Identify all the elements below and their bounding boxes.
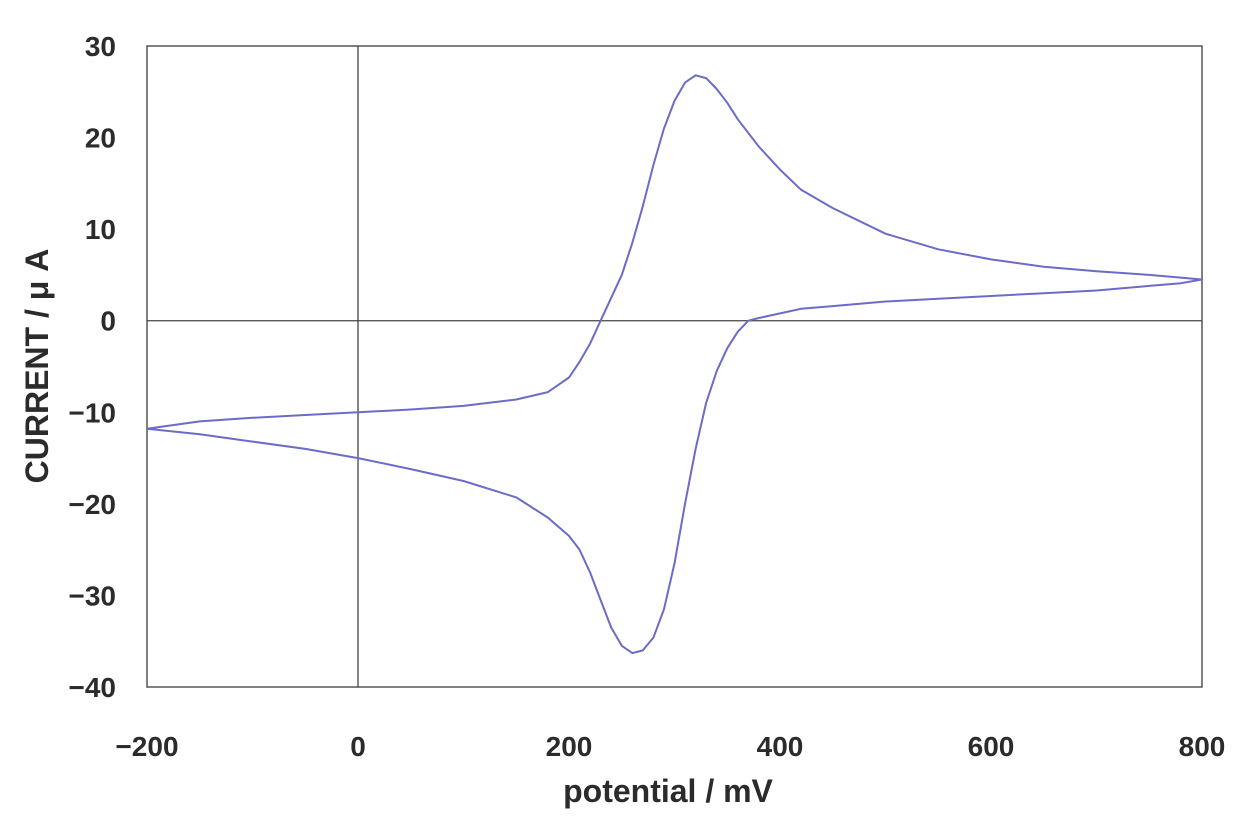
y-tick-label: 30 — [85, 31, 116, 62]
y-tick-label: −10 — [69, 397, 117, 428]
plot-area — [146, 45, 1203, 688]
axes-layer — [147, 46, 1202, 687]
x-tick-label: 200 — [546, 731, 593, 762]
series-line-0 — [146, 74, 1203, 655]
series-layer — [146, 74, 1203, 655]
y-tick-label: 20 — [85, 123, 116, 154]
y-axis-title: CURRENT / μ A — [19, 249, 55, 484]
y-tick-label: 0 — [100, 306, 116, 337]
x-tick-label: −200 — [115, 731, 178, 762]
tick-labels-layer: −200 0 200 400 600 800 30 20 10 0 −10 −20 −30 −40 — [69, 31, 1226, 762]
x-tick-label: 800 — [1179, 731, 1226, 762]
x-tick-label: 400 — [757, 731, 804, 762]
y-tick-label: −40 — [69, 672, 117, 703]
y-tick-label: −30 — [69, 580, 117, 611]
y-tick-label: −20 — [69, 489, 117, 520]
y-tick-label: 10 — [85, 214, 116, 245]
x-tick-label: 0 — [350, 731, 366, 762]
x-tick-label: 600 — [968, 731, 1015, 762]
x-axis-title: potential / mV — [563, 773, 773, 809]
